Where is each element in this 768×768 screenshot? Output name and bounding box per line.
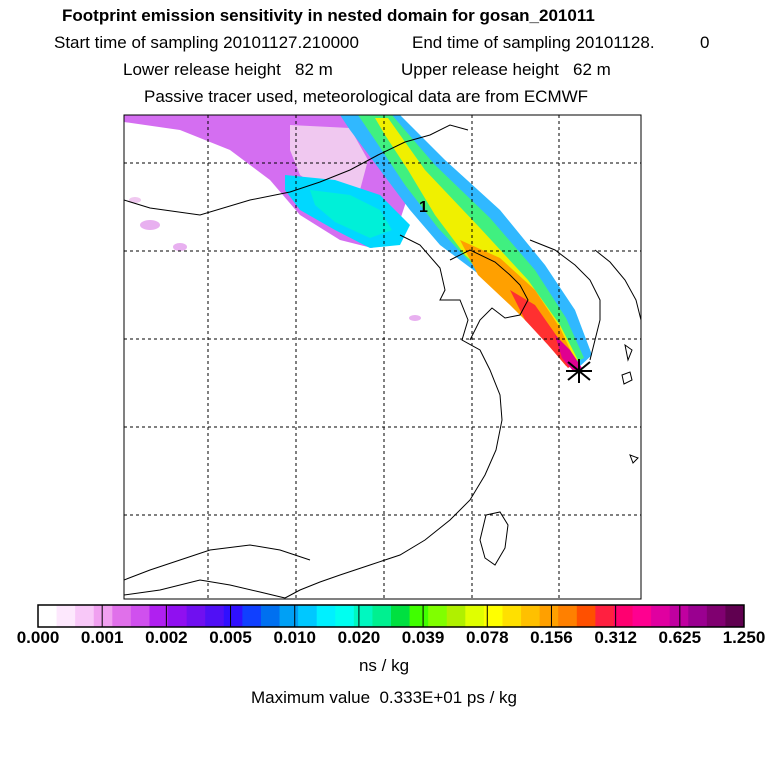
colorbar-cell: [446, 605, 466, 627]
colorbar-cell: [149, 605, 169, 627]
colorbar-cell: [502, 605, 522, 627]
colorbar-tick-label: 0.020: [337, 628, 381, 647]
colorbar-cell: [372, 605, 392, 627]
colorbar-cell: [595, 605, 615, 627]
plume-teal-core: [310, 190, 392, 238]
colorbar-cell: [75, 605, 95, 627]
lat-lon-grid: [124, 115, 641, 599]
end-time-text: End time of sampling 20101128.: [412, 33, 655, 52]
colorbar-cell: [576, 605, 596, 627]
colorbar-cell: [223, 605, 243, 627]
plume-band-magenta: [555, 335, 582, 372]
colorbar-tick-label: 0.078: [465, 628, 509, 647]
colorbar-cell: [279, 605, 299, 627]
colorbar-cell: [186, 605, 206, 627]
colorbar-tick-label: 0.010: [273, 628, 316, 647]
colorbar-tick-label: 0.002: [145, 628, 188, 647]
colorbar-cell: [130, 605, 150, 627]
colorbar-tick-label: 0.156: [530, 628, 573, 647]
colorbar-cell: [669, 605, 689, 627]
colorbar-cell: [335, 605, 355, 627]
colorbar-cell: [56, 605, 76, 627]
colorbar-cell: [316, 605, 336, 627]
map-frame: [123, 114, 642, 600]
colorbar-cell: [521, 605, 541, 627]
receptor-marker-icon: [566, 359, 592, 383]
colorbar-cell: [539, 605, 559, 627]
colorbar-tick-label: 0.625: [658, 628, 702, 647]
colorbar-cell: [688, 605, 708, 627]
colorbar-tick-label: 0.039: [401, 628, 445, 647]
colorbar-cell: [391, 605, 411, 627]
colorbar-cell: [613, 605, 634, 627]
colorbar-cell: [409, 605, 429, 627]
plume-label: 1: [419, 199, 428, 216]
colorbar-cell: [260, 605, 281, 627]
colorbar-cell: [632, 605, 652, 627]
colorbar-cell: [651, 605, 671, 627]
colorbar-tick-label: 0.312: [594, 628, 637, 647]
purple-patch: [409, 315, 421, 321]
lower-release-text: Lower release height 82 m: [123, 60, 333, 79]
colorbar-cell: [205, 605, 225, 627]
tracer-note-text: Passive tracer used, meteorological data…: [144, 87, 589, 106]
colorbar-cell: [168, 605, 188, 627]
colorbar-cell: [298, 605, 318, 627]
colorbar-tick-label: 0.001: [80, 628, 124, 647]
colorbar-units: ns / kg: [358, 656, 410, 675]
start-time-text: Start time of sampling 20101127.210000: [54, 33, 359, 52]
plot-title: Footprint emission sensitivity in nested…: [62, 6, 595, 25]
colorbar-tick-label: 0.005: [209, 628, 252, 647]
coastlines: [124, 124, 641, 599]
upper-release-text: Upper release height 62 m: [401, 60, 611, 79]
colorbar-cell: [93, 605, 113, 627]
colorbar-cell: [353, 605, 373, 627]
colorbar-cell: [706, 605, 726, 627]
map-field: [124, 115, 641, 599]
colorbar-cell: [558, 605, 578, 627]
purple-patch: [173, 243, 187, 251]
purple-patch: [140, 220, 160, 230]
colorbar-cell: [112, 605, 132, 627]
end-time-suffix-text: 0: [700, 33, 710, 52]
plume-band-red: [510, 290, 575, 368]
colorbar-cell: [38, 605, 58, 627]
purple-patch: [129, 197, 141, 203]
colorbar-cell: [725, 605, 745, 627]
colorbar-tick-label: 1.250: [722, 628, 766, 647]
maximum-value-text: Maximum value 0.333E+01 ps / kg: [251, 688, 517, 707]
colorbar-cell: [465, 605, 485, 627]
colorbar-tick-label: 0.000: [16, 628, 60, 647]
colorbar-cell: [428, 605, 448, 627]
colorbar-cell: [483, 605, 503, 627]
colorbar-cell: [242, 605, 262, 627]
